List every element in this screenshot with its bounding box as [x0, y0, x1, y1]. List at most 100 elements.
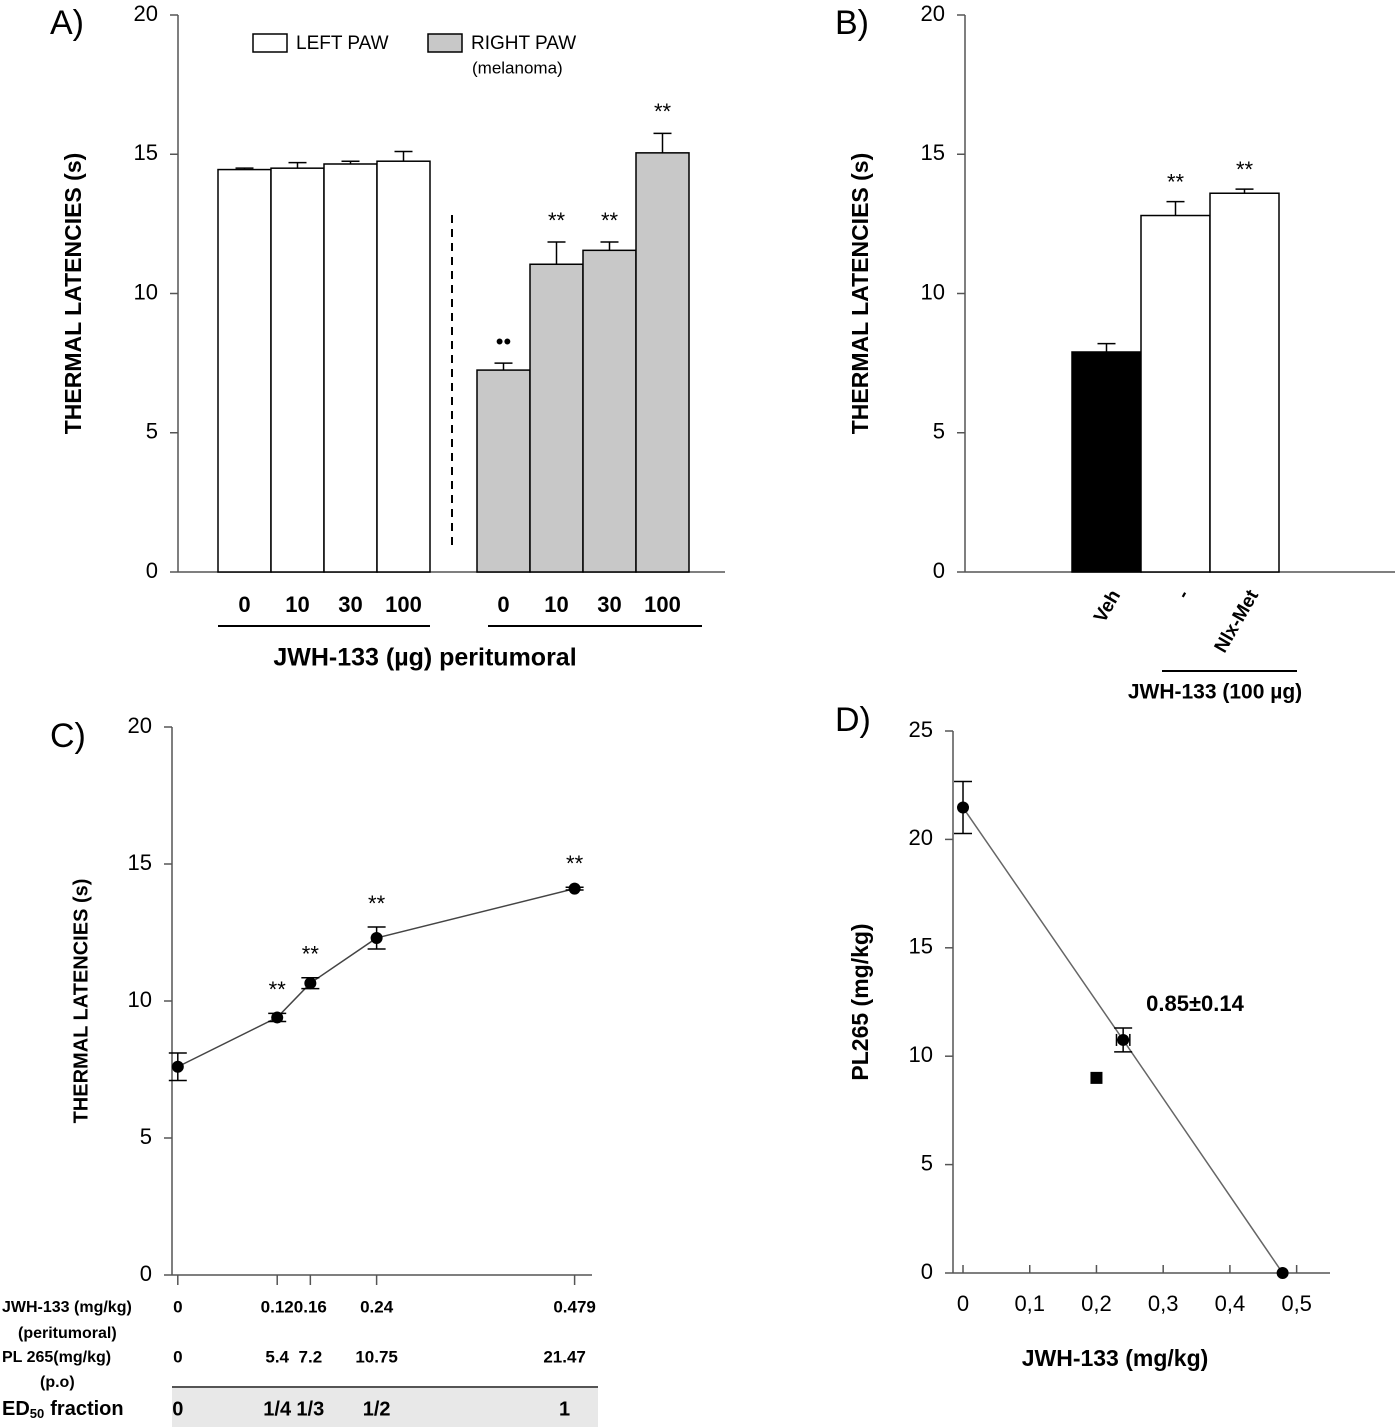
x-tick-label: 10 — [285, 592, 309, 617]
x-tick-label: 0 — [497, 592, 509, 617]
data-point — [568, 882, 581, 895]
x-tick-label: 0,4 — [1215, 1291, 1246, 1316]
x-tick-label: 0 — [957, 1291, 969, 1316]
significance-label: ** — [1236, 157, 1254, 182]
x-tick-label: 0 — [238, 592, 250, 617]
y-tick-label: 20 — [909, 825, 933, 850]
x-tick-label: 30 — [597, 592, 621, 617]
row-sublabel: (peritumoral) — [18, 1325, 117, 1342]
row-label-main: ED — [2, 1398, 30, 1420]
y-tick-label: 20 — [134, 1, 158, 26]
error-bar — [547, 241, 566, 265]
data-point — [271, 1011, 284, 1024]
y-tick-label: 15 — [909, 934, 933, 959]
x-tick-label: 10 — [544, 592, 568, 617]
x-tick-label: 30 — [338, 592, 362, 617]
table-cell: 10.75 — [355, 1347, 398, 1366]
row-label: JWH-133 (mg/kg) — [2, 1299, 132, 1316]
table-cell: 1/4 — [263, 1398, 292, 1420]
y-axis-label: THERMAL LATENCIES (s) — [70, 879, 92, 1124]
error-bar — [653, 132, 672, 153]
y-tick-label: 10 — [128, 987, 152, 1012]
y-tick-label: 15 — [134, 140, 158, 165]
significance-label: ** — [654, 99, 672, 124]
annotation: 0.85±0.14 — [1146, 991, 1244, 1016]
y-tick-label: 0 — [921, 1259, 933, 1284]
group-label: JWH-133 (100 µg) — [1128, 681, 1302, 704]
data-point — [1090, 1071, 1103, 1084]
y-tick-label: 15 — [921, 140, 945, 165]
row-label-rest: fraction — [50, 1398, 123, 1420]
bar — [217, 168, 272, 573]
data-point — [957, 801, 970, 814]
bar — [529, 263, 584, 573]
x-tick-label: 0,2 — [1081, 1291, 1112, 1316]
bar — [1209, 192, 1280, 573]
y-tick-label: 10 — [921, 279, 945, 304]
table-cell: 1/3 — [296, 1398, 324, 1420]
significance-label: ** — [269, 977, 287, 1002]
panel-label: C) — [50, 717, 86, 755]
panel-label: A) — [50, 4, 84, 42]
y-tick-label: 5 — [140, 1124, 152, 1149]
bar — [270, 167, 325, 573]
table-cell: 0 — [173, 1347, 182, 1366]
table-row-background — [172, 1387, 598, 1427]
bar — [323, 163, 378, 573]
y-tick-label: 0 — [933, 558, 945, 583]
y-tick-label: 0 — [146, 558, 158, 583]
legend-note: (melanoma) — [472, 58, 563, 77]
x-tick-label: Veh — [1090, 587, 1125, 627]
panel-label: D) — [835, 701, 871, 739]
table-cell: 0 — [172, 1398, 183, 1420]
bar — [1071, 351, 1142, 573]
row-label: PL 265(mg/kg) — [2, 1349, 111, 1366]
table-cell: 1 — [559, 1398, 570, 1420]
error-bar — [1235, 188, 1254, 194]
x-tick-label: Nlx-Met — [1211, 586, 1264, 657]
error-bar — [235, 167, 254, 170]
significance-label: ** — [548, 208, 566, 233]
y-axis-label: PL265 (mg/kg) — [847, 923, 873, 1080]
x-tick-label: 100 — [644, 592, 681, 617]
y-tick-label: 5 — [146, 419, 158, 444]
bar — [476, 369, 531, 573]
significance-label: ** — [601, 208, 619, 233]
x-tick-label: 0.16 — [294, 1297, 327, 1316]
x-tick-label: 0.24 — [360, 1297, 394, 1316]
legend-swatch — [252, 33, 288, 53]
table-cell: 5.4 — [265, 1347, 289, 1366]
data-point — [304, 977, 317, 990]
significance-label: ** — [302, 942, 320, 967]
x-tick-label: 0.12 — [261, 1297, 294, 1316]
x-tick-label: - — [1173, 587, 1194, 603]
x-tick-label: 0,3 — [1148, 1291, 1179, 1316]
table-cell: 21.47 — [543, 1347, 586, 1366]
data-point — [1276, 1267, 1289, 1279]
bar — [582, 249, 637, 573]
error-bar — [600, 241, 619, 251]
row-label: ED50 fraction — [2, 1398, 124, 1421]
y-tick-label: 5 — [921, 1150, 933, 1175]
y-tick-label: 10 — [909, 1042, 933, 1067]
data-point — [171, 1060, 184, 1073]
error-bar — [341, 160, 360, 164]
x-tick-label: 0.479 — [553, 1297, 596, 1316]
table-cell: 7.2 — [299, 1347, 323, 1366]
bar — [376, 160, 431, 573]
x-axis-label: JWH-133 (µg) peritumoral — [273, 644, 576, 672]
y-axis-label: THERMAL LATENCIES (s) — [847, 153, 873, 435]
y-tick-label: 25 — [909, 717, 933, 742]
bar — [1140, 214, 1211, 573]
significance-label: •• — [496, 329, 511, 354]
panel-label: B) — [835, 4, 869, 42]
y-tick-label: 20 — [921, 1, 945, 26]
bar — [635, 152, 690, 573]
x-tick-label: 0,5 — [1281, 1291, 1312, 1316]
table-cell: 1/2 — [363, 1398, 391, 1420]
data-point — [370, 931, 383, 944]
y-tick-label: 10 — [134, 279, 158, 304]
error-bar — [288, 161, 307, 169]
error-bar — [1166, 200, 1185, 216]
